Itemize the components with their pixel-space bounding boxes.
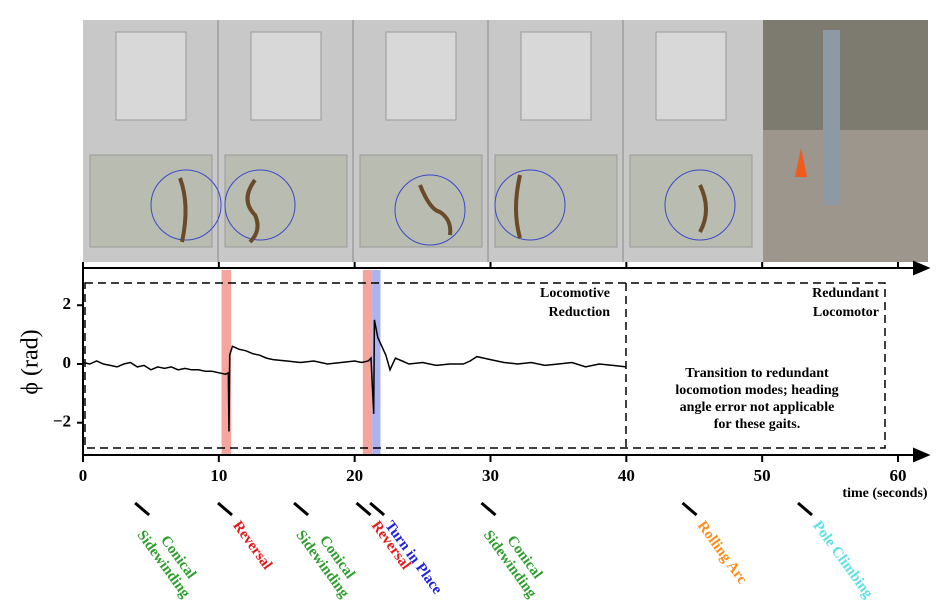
photo-panels	[89, 20, 753, 262]
pole-photo-background	[763, 20, 928, 130]
robot	[418, 184, 453, 236]
y-tick-label: 2	[63, 294, 72, 313]
y-tick-label: −2	[53, 412, 71, 431]
annotation: Locomotor	[813, 305, 879, 320]
data-line	[82, 319, 627, 432]
annotation: locomotion modes; heading	[675, 383, 838, 398]
gait-text: Rolling Arc	[694, 518, 750, 587]
annotation: for these gaits.	[714, 417, 800, 432]
robot	[245, 178, 260, 244]
gait-marker	[134, 501, 151, 517]
y-tick-label: 0	[63, 353, 72, 372]
track-circle	[664, 169, 736, 241]
annotation: Redundant	[812, 286, 879, 301]
x-axis-arrow	[913, 447, 931, 463]
camera-view	[655, 31, 727, 121]
x-tick-label: 30	[482, 466, 499, 485]
camera-view	[250, 31, 322, 121]
gait-text: Pole Climbing	[809, 518, 876, 602]
track-circle	[224, 169, 296, 241]
plot: 0 10 20 30 40 50 60 −2 0 2 Locomotive Reduction Redu…	[53, 262, 907, 602]
top-axis-arrow	[913, 260, 931, 276]
camera-view	[520, 31, 592, 121]
annotation: Locomotive	[540, 286, 610, 301]
overhead-view	[629, 154, 753, 248]
annotation: angle error not applicable	[680, 400, 835, 415]
x-tick-label: 0	[79, 466, 88, 485]
x-axis-label: time (seconds)	[842, 486, 927, 501]
gait-marker	[369, 501, 386, 517]
robot-tracks	[150, 169, 736, 246]
gait-label: Pole Climbing	[809, 518, 876, 602]
x-tick-label: 10	[210, 466, 227, 485]
camera-view	[385, 31, 457, 121]
highlight-band	[362, 270, 373, 455]
x-tick-label: 50	[754, 466, 771, 485]
x-tick-label: 60	[890, 466, 907, 485]
robot	[698, 184, 708, 233]
gait-label: Rolling Arc	[694, 518, 750, 587]
overhead-view	[494, 154, 618, 248]
track-circle	[394, 174, 466, 246]
gait-marker	[355, 501, 372, 517]
robot	[178, 177, 188, 243]
region-boxes	[84, 282, 886, 449]
annotation: Reduction	[549, 305, 611, 320]
gait-marker	[681, 501, 698, 517]
highlight-band	[372, 270, 381, 455]
gait-marker	[797, 501, 813, 517]
highlight-band	[221, 270, 232, 455]
overhead-view	[224, 154, 348, 248]
photo-strip	[83, 20, 928, 262]
gait-marker	[293, 501, 310, 517]
track-circle	[150, 169, 222, 241]
x-tick-label: 40	[618, 466, 635, 485]
gait-marker	[217, 501, 233, 517]
robot-shapes	[178, 174, 708, 244]
track-circle	[494, 169, 566, 241]
gait-marker	[480, 501, 497, 517]
overhead-view	[359, 154, 483, 248]
robot	[514, 174, 522, 239]
camera-view	[115, 31, 187, 121]
pole	[823, 30, 840, 205]
y-axis-label: ϕ (rad)	[18, 329, 44, 394]
axes	[82, 260, 931, 463]
annotation: Transition to redundant	[685, 366, 829, 381]
dashed-box	[84, 282, 886, 449]
gait-text: Reversal	[229, 518, 275, 573]
gait-label: Reversal	[229, 518, 275, 573]
x-tick-label: 20	[346, 466, 363, 485]
cone	[795, 148, 807, 177]
